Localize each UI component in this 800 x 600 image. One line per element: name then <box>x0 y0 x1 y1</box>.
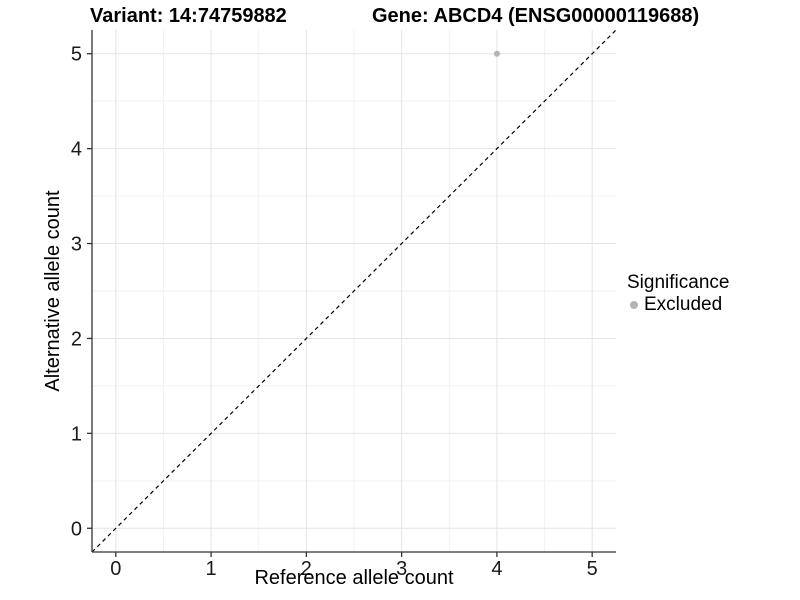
x-axis-title: Reference allele count <box>254 567 454 589</box>
data-point <box>493 50 500 57</box>
x-tick-label: 3 <box>396 558 407 580</box>
legend-item-excluded: Excluded <box>627 294 729 316</box>
variant-title: Variant: 14:74759882 <box>90 5 287 27</box>
x-tick-label: 4 <box>491 558 502 580</box>
excluded-dot-icon <box>630 301 638 309</box>
y-tick-label: 3 <box>71 234 82 256</box>
x-tick-label: 2 <box>301 558 312 580</box>
x-tick-label: 5 <box>587 558 598 580</box>
gene-title: Gene: ABCD4 (ENSG00000119688) <box>372 5 700 27</box>
y-tick-label: 0 <box>71 518 82 540</box>
y-tick-label: 4 <box>71 139 82 161</box>
legend-item-label: Excluded <box>644 294 723 315</box>
y-axis-title: Alternative allele count <box>42 190 64 392</box>
y-tick-label: 2 <box>71 328 82 350</box>
legend: Significance Excluded <box>627 271 729 316</box>
identity-reference-line <box>91 29 617 553</box>
x-tick-label: 0 <box>110 558 121 580</box>
y-tick-label: 1 <box>71 423 82 445</box>
y-tick-label: 5 <box>71 44 82 66</box>
legend-title: Significance <box>627 272 730 293</box>
x-tick-label: 1 <box>206 558 217 580</box>
